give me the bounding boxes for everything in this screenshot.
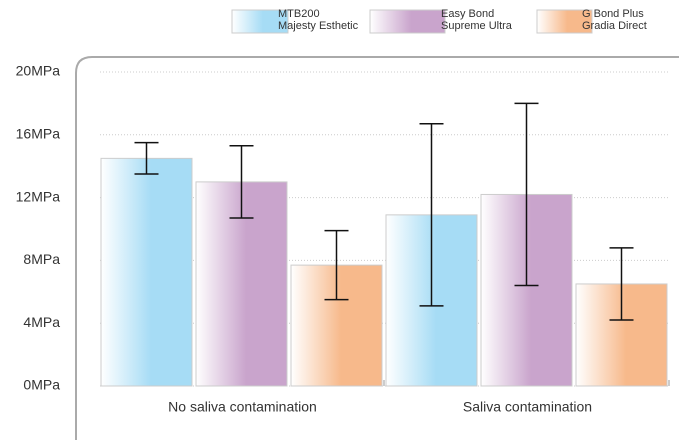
y-tick-label: 20MPa [16, 63, 61, 79]
legend-swatch [369, 9, 446, 34]
x-tick-label: Saliva contamination [463, 399, 592, 415]
frame [75, 56, 679, 440]
legend-swatch [536, 9, 593, 34]
legend-label: Easy Bond Supreme Ultra [441, 8, 512, 32]
legend-label: MTB200 Majesty Esthetic [278, 8, 359, 32]
y-tick-label: 16MPa [16, 126, 61, 142]
x-tick-label: No saliva contamination [168, 399, 317, 415]
y-tick-label: 12MPa [16, 188, 61, 204]
bar [100, 157, 193, 387]
legend-label: G Bond Plus Gradia Direct [582, 8, 647, 32]
y-tick-label: 0MPa [23, 377, 60, 393]
y-tick-label: 8MPa [23, 251, 60, 267]
y-tick-label: 4MPa [23, 314, 60, 330]
legend-swatch [231, 9, 289, 34]
